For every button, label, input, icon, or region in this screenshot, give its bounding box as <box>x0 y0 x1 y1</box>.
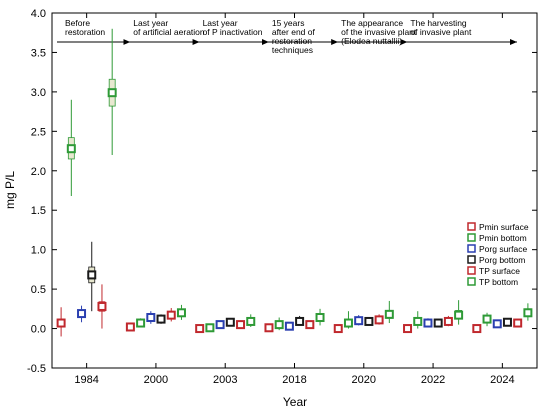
phase-label: of the invasive plant <box>341 27 417 37</box>
data-point <box>472 324 482 334</box>
data-point <box>274 320 284 330</box>
data-point <box>246 316 256 326</box>
data-point <box>413 316 423 326</box>
y-tick-label: 3.5 <box>31 47 46 59</box>
data-point <box>384 309 394 319</box>
data-point <box>176 308 186 318</box>
data-point <box>146 313 156 323</box>
data-point <box>333 324 343 334</box>
data-point <box>513 318 523 328</box>
y-tick-label: 2.5 <box>31 126 46 138</box>
data-point <box>225 317 235 327</box>
data-point <box>215 320 225 330</box>
phase-label: of invasive plant <box>410 27 472 37</box>
data-point <box>205 323 215 333</box>
data-point <box>56 318 66 328</box>
data-point <box>125 322 135 332</box>
data-point <box>136 318 146 328</box>
legend-marker <box>467 233 476 242</box>
data-point <box>454 310 464 320</box>
data-point <box>97 301 107 311</box>
data-point <box>403 324 413 334</box>
legend-marker <box>467 277 476 286</box>
legend-marker <box>467 266 476 275</box>
legend-label: TP surface <box>479 266 520 276</box>
data-point <box>523 308 533 318</box>
y-tick-label: 0.5 <box>31 284 46 296</box>
data-point <box>502 317 512 327</box>
x-tick-label: 2022 <box>421 374 445 386</box>
phase-label: restoration <box>272 36 312 46</box>
data-point <box>433 318 443 328</box>
legend-marker <box>467 244 476 253</box>
legend-label: Pmin bottom <box>479 233 527 243</box>
phase-label: The appearance <box>341 18 403 28</box>
data-point <box>492 319 502 329</box>
y-tick-label: -0.5 <box>27 363 46 375</box>
data-point <box>156 314 166 324</box>
data-point <box>107 88 117 98</box>
data-point <box>315 313 325 323</box>
phase-label: (Elodea nuttallii) <box>341 36 402 46</box>
x-tick-label: 2024 <box>490 374 514 386</box>
phase-label: Last year <box>203 18 238 28</box>
data-point <box>284 321 294 331</box>
phase-label: The harvesting <box>410 18 466 28</box>
data-point <box>305 320 315 330</box>
legend-marker <box>467 255 476 264</box>
y-tick-label: 4.0 <box>31 8 46 20</box>
phase-label: of P inactivation <box>203 27 263 37</box>
legend-label: TP bottom <box>479 277 518 287</box>
y-tick-label: 0.0 <box>31 324 46 336</box>
y-tick-label: 1.0 <box>31 245 46 257</box>
legend-marker <box>467 222 476 231</box>
data-point <box>374 315 384 325</box>
y-tick-label: 3.0 <box>31 87 46 99</box>
x-tick-label: 2003 <box>213 374 237 386</box>
phase-label: 15 years <box>272 18 305 28</box>
legend-label: Porg surface <box>479 244 527 254</box>
phase-label: of artificial aeration <box>133 27 205 37</box>
phase-label: techniques <box>272 45 313 55</box>
phase-label: Before <box>65 18 90 28</box>
data-point <box>77 309 87 319</box>
y-tick-label: 2.0 <box>31 166 46 178</box>
x-tick-label: 2020 <box>352 374 376 386</box>
data-point <box>482 314 492 324</box>
plot-frame <box>51 12 538 369</box>
phase-label: after end of <box>272 27 316 37</box>
x-tick-label: 2000 <box>144 374 168 386</box>
data-point <box>87 270 97 280</box>
data-point <box>166 310 176 320</box>
data-point <box>195 324 205 334</box>
x-tick-label: 2018 <box>282 374 306 386</box>
data-point <box>66 144 76 154</box>
data-point <box>443 316 453 326</box>
y-tick-label: 1.5 <box>31 205 46 217</box>
data-point <box>264 323 274 333</box>
legend-label: Porg bottom <box>479 255 525 265</box>
data-point <box>295 316 305 326</box>
data-point <box>354 316 364 326</box>
data-point <box>343 318 353 328</box>
x-tick-label: 1984 <box>74 374 98 386</box>
phase-label: restoration <box>65 27 105 37</box>
x-axis-title: Year <box>283 395 307 409</box>
data-point <box>423 318 433 328</box>
data-point <box>236 320 246 330</box>
phase-label: Last year <box>133 18 168 28</box>
y-axis-title: mg P/L <box>3 171 17 209</box>
data-point <box>364 316 374 326</box>
legend-label: Pmin surface <box>479 222 529 232</box>
